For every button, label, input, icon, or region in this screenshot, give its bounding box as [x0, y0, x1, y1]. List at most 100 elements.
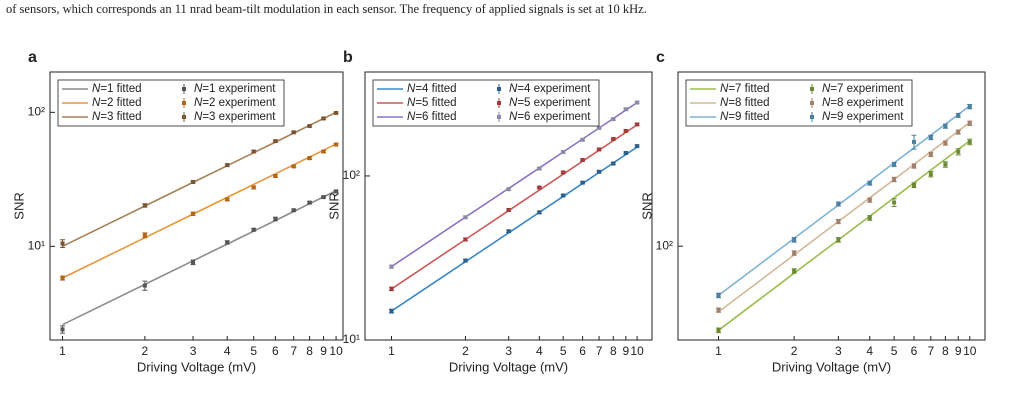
- marker: [956, 130, 961, 135]
- marker: [928, 135, 933, 140]
- y-axis-label: SNR: [639, 192, 654, 219]
- y-tick-label: 10¹: [28, 239, 45, 253]
- x-tick-label: 10: [963, 344, 977, 358]
- legend-swatch: [497, 101, 501, 105]
- marker: [943, 124, 948, 129]
- y-tick-label: 10²: [28, 105, 45, 119]
- fit-line: [718, 140, 971, 331]
- error-point: [190, 259, 196, 266]
- error-point: [610, 136, 616, 141]
- legend-swatch: [182, 115, 186, 119]
- error-point: [634, 122, 640, 127]
- error-point: [60, 239, 66, 249]
- error-point: [333, 142, 339, 147]
- x-tick-label: 6: [911, 344, 918, 358]
- marker: [291, 130, 296, 135]
- error-point: [333, 110, 339, 115]
- x-tick-label: 9: [623, 344, 630, 358]
- marker: [307, 124, 312, 129]
- error-point: [634, 100, 640, 105]
- error-point: [967, 138, 973, 146]
- error-point: [891, 198, 897, 207]
- x-tick-label: 8: [610, 344, 617, 358]
- error-point: [506, 187, 512, 192]
- x-tick-label: 4: [536, 344, 543, 358]
- legend-label: N=5 fitted: [407, 97, 457, 109]
- marker: [928, 152, 933, 157]
- error-point: [942, 123, 948, 129]
- marker: [225, 240, 230, 245]
- marker: [967, 121, 972, 126]
- legend-swatch: [497, 115, 501, 119]
- y-tick-label: 10²: [343, 168, 360, 182]
- marker: [867, 198, 872, 203]
- marker: [635, 144, 640, 149]
- x-tick-label: 10: [329, 344, 343, 358]
- error-point: [623, 128, 629, 133]
- marker: [836, 201, 841, 206]
- marker: [623, 150, 628, 155]
- panel-label: a: [28, 49, 37, 66]
- marker: [225, 197, 230, 202]
- x-tick-label: 9: [320, 344, 327, 358]
- error-point: [272, 216, 278, 222]
- legend-label: N=4 experiment: [509, 83, 591, 95]
- legend-label: N=7 fitted: [720, 83, 770, 95]
- marker: [716, 308, 721, 313]
- legend-swatch: [182, 87, 186, 91]
- marker: [597, 147, 602, 152]
- error-point: [536, 166, 542, 171]
- error-point: [911, 163, 917, 169]
- error-point: [596, 147, 602, 152]
- error-point: [791, 250, 797, 256]
- legend-label: N=1 fitted: [92, 83, 142, 95]
- error-point: [307, 124, 313, 129]
- error-point: [560, 149, 566, 154]
- fit-line: [391, 101, 638, 268]
- fit-line: [391, 124, 638, 290]
- error-point: [389, 264, 395, 269]
- caption: of sensors, which corresponds an 11 nrad…: [6, 2, 647, 16]
- error-point: [580, 137, 586, 142]
- marker: [321, 195, 326, 200]
- marker: [792, 237, 797, 242]
- error-point: [610, 117, 616, 122]
- marker: [334, 189, 339, 194]
- marker: [537, 210, 542, 215]
- legend-swatch: [810, 115, 814, 119]
- x-tick-label: 7: [927, 344, 934, 358]
- legend-label: N=6 experiment: [509, 111, 591, 123]
- x-tick-label: 2: [462, 344, 469, 358]
- error-point: [715, 327, 721, 334]
- y-tick-label: 10²: [656, 238, 673, 252]
- error-point: [224, 163, 230, 168]
- error-point: [190, 211, 196, 216]
- marker: [142, 233, 147, 238]
- marker: [836, 237, 841, 242]
- y-tick-label: 10¹: [343, 332, 360, 346]
- marker: [506, 187, 511, 192]
- marker: [892, 162, 897, 167]
- error-point: [142, 232, 148, 239]
- marker: [537, 166, 542, 171]
- marker: [463, 258, 468, 263]
- error-point: [307, 200, 313, 205]
- x-tick-label: 7: [290, 344, 297, 358]
- error-point: [291, 164, 297, 169]
- error-point: [867, 180, 873, 186]
- x-tick-label: 1: [715, 344, 722, 358]
- fit-line: [62, 143, 337, 279]
- x-tick-label: 3: [190, 344, 197, 358]
- error-point: [715, 292, 721, 299]
- legend-swatch: [182, 101, 186, 105]
- marker: [463, 215, 468, 220]
- error-point: [911, 182, 917, 189]
- error-point: [955, 129, 961, 135]
- marker: [506, 229, 511, 234]
- panel-label: c: [656, 49, 665, 66]
- legend-label: N=3 fitted: [92, 111, 142, 123]
- marker: [251, 227, 256, 232]
- marker: [892, 177, 897, 182]
- marker: [389, 286, 394, 291]
- error-point: [462, 215, 468, 220]
